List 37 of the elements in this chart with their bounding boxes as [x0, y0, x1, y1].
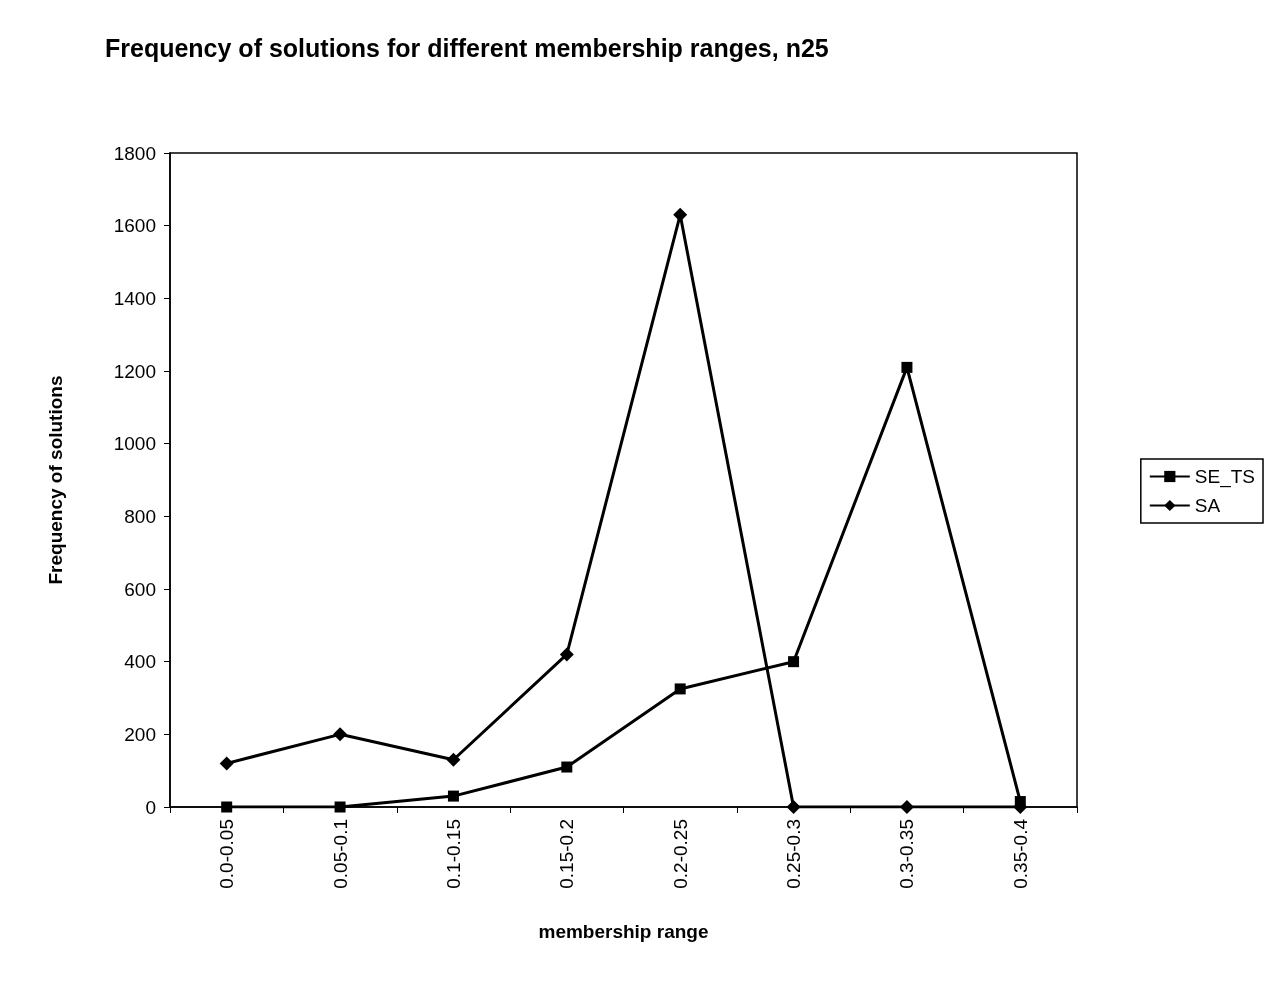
x-tick-label: 0.15-0.2	[556, 819, 578, 889]
y-tick-label: 1600	[113, 215, 156, 237]
y-tick-label: 200	[124, 723, 156, 745]
y-tick-label: 400	[124, 651, 156, 673]
point	[788, 656, 800, 668]
point	[221, 801, 233, 813]
point	[219, 756, 234, 771]
x-tick-label: 0.2-0.25	[669, 819, 691, 889]
y-tick-label: 1000	[113, 433, 156, 455]
y-tick-label: 600	[124, 578, 156, 600]
x-tick-label: 0.0-0.05	[216, 819, 238, 889]
point	[334, 801, 346, 813]
point	[786, 800, 801, 814]
x-axis-title: membership range	[538, 921, 709, 942]
x-tick-label: 0.3-0.35	[896, 819, 918, 889]
legend-label: SE_TS	[1194, 466, 1256, 488]
y-tick-label: 1800	[113, 142, 156, 164]
point	[446, 752, 461, 767]
legend-label: SA	[1194, 495, 1221, 516]
x-tick-label: 0.25-0.3	[783, 819, 805, 889]
y-tick-label: 1400	[113, 287, 156, 309]
y-axis-title: Frequency of solutions	[45, 375, 66, 585]
point	[561, 761, 573, 773]
x-tick-label: 0.35-0.4	[1009, 818, 1031, 889]
y-tick-label: 1200	[113, 360, 156, 382]
x-tick-label: 0.05-0.1	[329, 819, 351, 889]
point	[333, 727, 348, 742]
point	[447, 790, 459, 802]
point	[673, 207, 688, 222]
point	[674, 683, 686, 695]
chart-title: Frequency of solutions for different membership ranges, n25	[105, 33, 829, 62]
point	[899, 800, 914, 814]
y-tick-label: 800	[124, 505, 156, 527]
point	[901, 361, 913, 373]
point	[559, 647, 574, 662]
y-tick-label: 0	[145, 796, 156, 818]
x-tick-label: 0.1-0.15	[442, 819, 464, 889]
